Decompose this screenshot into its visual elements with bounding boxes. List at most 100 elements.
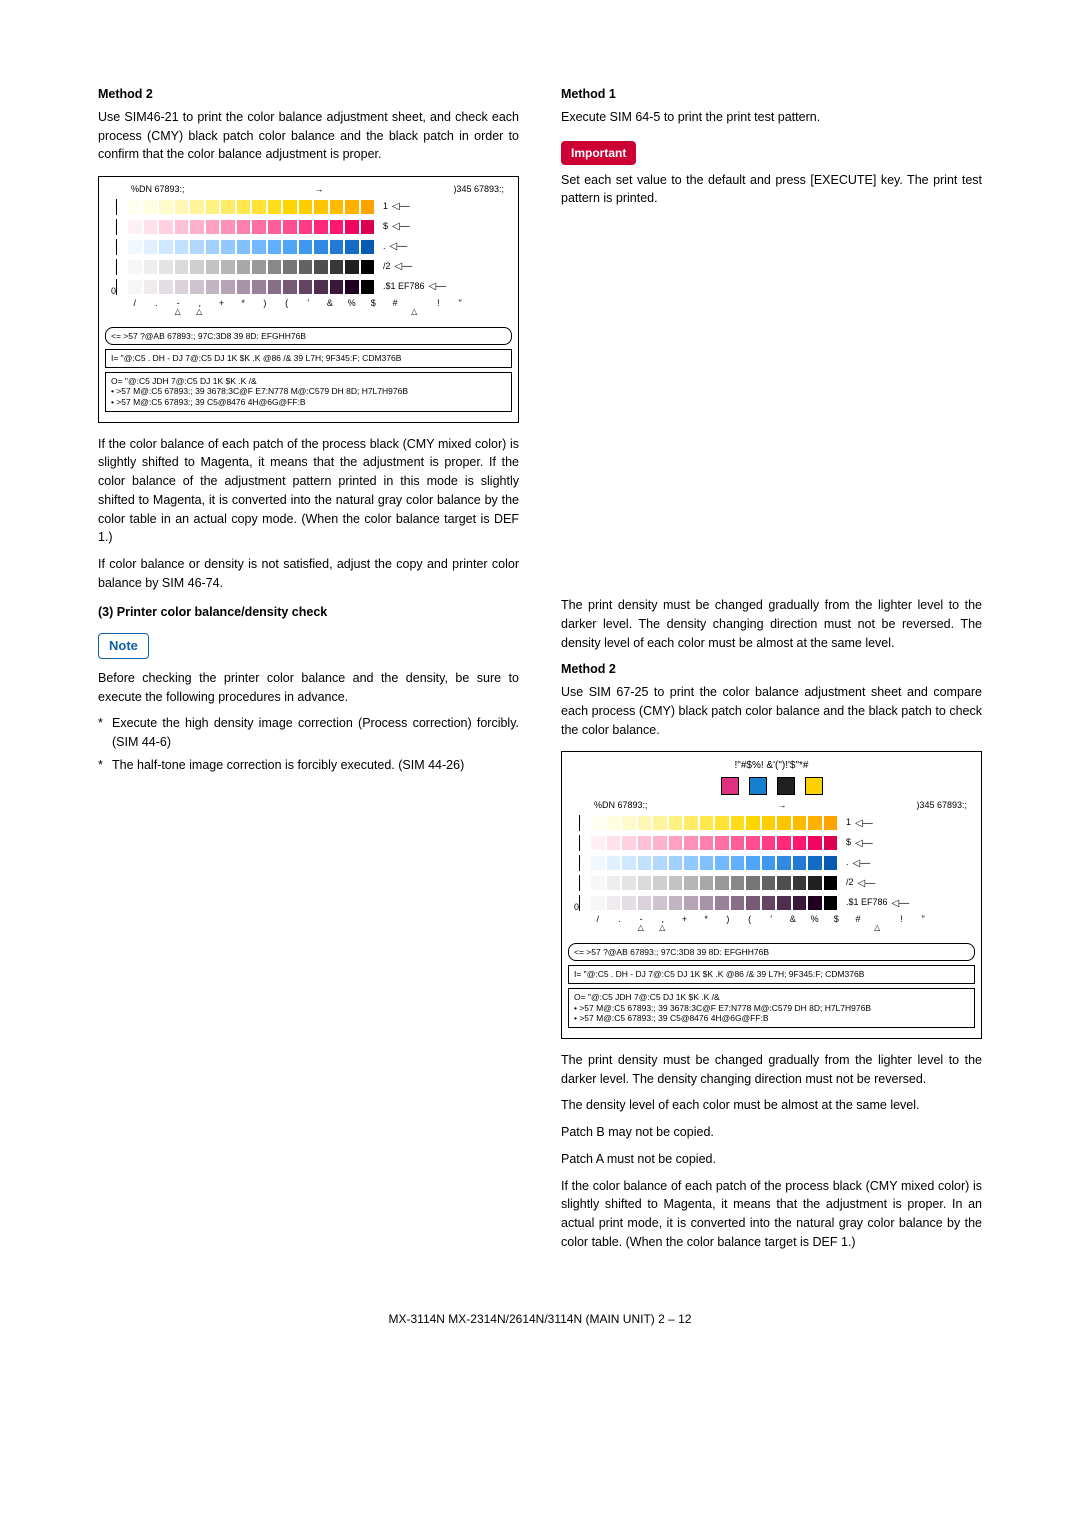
swatch bbox=[668, 815, 684, 831]
swatch bbox=[776, 855, 792, 871]
swatch bbox=[220, 239, 236, 255]
swatch bbox=[590, 815, 606, 831]
swatch bbox=[699, 895, 715, 911]
swatch bbox=[127, 279, 143, 295]
swatch bbox=[344, 259, 360, 275]
swatch bbox=[621, 815, 637, 831]
swatch bbox=[236, 279, 252, 295]
swatch bbox=[807, 835, 823, 851]
chart1-legend-box2-l2: • >57 M@:C5 67893:; 39 3678:3C@F E7:N778… bbox=[111, 386, 506, 397]
chart2-frame: !"#$%! &'(")!'$"*# %DN 67893:; → )345 67… bbox=[561, 751, 982, 1039]
swatch bbox=[251, 259, 267, 275]
left-density-para: If color balance or density is not satis… bbox=[98, 555, 519, 593]
samelevel-para: The density level of each color must be … bbox=[561, 1096, 982, 1115]
swatch bbox=[344, 199, 360, 215]
density2-para: The print density must be changed gradua… bbox=[561, 1051, 982, 1089]
bullet-item: Execute the high density image correctio… bbox=[98, 714, 519, 752]
chart2-legends: <= >57 ?@AB 67893:; 97C:3D8 39 8D: EFGHH… bbox=[568, 943, 975, 1028]
swatch bbox=[174, 239, 190, 255]
chart1-legend-box2-l3: • >57 M@:C5 67893:; 39 C5@8476 4H@6G@FF:… bbox=[111, 397, 506, 408]
swatch bbox=[745, 815, 761, 831]
swatch bbox=[127, 219, 143, 235]
chart2-legend-box2-l2: • >57 M@:C5 67893:; 39 3678:3C@F E7:N778… bbox=[574, 1003, 969, 1014]
swatch bbox=[298, 239, 314, 255]
swatch bbox=[745, 875, 761, 891]
swatch bbox=[174, 219, 190, 235]
swatch bbox=[360, 199, 376, 215]
color-row: 1◁— bbox=[568, 815, 975, 831]
swatch bbox=[267, 259, 283, 275]
color-row: $◁— bbox=[105, 219, 512, 235]
swatch bbox=[174, 259, 190, 275]
swatch bbox=[621, 875, 637, 891]
swatch bbox=[205, 259, 221, 275]
swatch bbox=[205, 279, 221, 295]
chart1-legend-box2-l1: O= "@:C5 JDH 7@:C5 DJ 1K $K .K /& bbox=[111, 376, 506, 387]
swatch bbox=[251, 219, 267, 235]
swatch bbox=[251, 199, 267, 215]
swatch bbox=[668, 895, 684, 911]
swatch bbox=[143, 239, 159, 255]
swatch bbox=[236, 199, 252, 215]
swatch bbox=[267, 199, 283, 215]
right-method1-para: Execute SIM 64-5 to print the print test… bbox=[561, 108, 982, 127]
left-method2-para: Use SIM46-21 to print the color balance … bbox=[98, 108, 519, 164]
swatch bbox=[699, 855, 715, 871]
swatch bbox=[606, 855, 622, 871]
swatch bbox=[683, 895, 699, 911]
chart2-legend-round: <= >57 ?@AB 67893:; 97C:3D8 39 8D: EFGHH… bbox=[568, 943, 975, 962]
swatch bbox=[823, 855, 839, 871]
big-patch bbox=[777, 777, 795, 795]
bullet-item: The half-tone image correction is forcib… bbox=[98, 756, 519, 775]
swatch bbox=[267, 279, 283, 295]
swatch bbox=[344, 219, 360, 235]
color-row: .◁— bbox=[105, 239, 512, 255]
swatch bbox=[590, 835, 606, 851]
left-balance-para: If the color balance of each patch of th… bbox=[98, 435, 519, 548]
swatch bbox=[282, 259, 298, 275]
swatch bbox=[220, 219, 236, 235]
swatch bbox=[344, 279, 360, 295]
page-footer: MX-3114N MX-2314N/2614N/3114N (MAIN UNIT… bbox=[98, 1310, 982, 1328]
swatch bbox=[714, 815, 730, 831]
chart2-top-labels: %DN 67893:; → )345 67893:; bbox=[568, 801, 975, 811]
chart1-legend-box2: O= "@:C5 JDH 7@:C5 DJ 1K $K .K /& • >57 … bbox=[105, 372, 512, 412]
swatch bbox=[143, 219, 159, 235]
swatch bbox=[189, 239, 205, 255]
patchb-para: Patch B may not be copied. bbox=[561, 1123, 982, 1142]
swatch bbox=[776, 875, 792, 891]
swatch bbox=[127, 199, 143, 215]
swatch bbox=[730, 815, 746, 831]
chart1-legend-box: I= "@:C5 . DH - DJ 7@:C5 DJ 1K $K .K @86… bbox=[105, 349, 512, 368]
chart2-zero: 0 bbox=[574, 903, 579, 913]
swatch bbox=[127, 239, 143, 255]
chart1-legend-round: <= >57 ?@AB 67893:; 97C:3D8 39 8D: EFGHH… bbox=[105, 327, 512, 346]
swatch bbox=[313, 199, 329, 215]
bullet-list: Execute the high density image correctio… bbox=[98, 714, 519, 774]
swatch bbox=[637, 855, 653, 871]
swatch bbox=[360, 259, 376, 275]
swatch bbox=[714, 875, 730, 891]
swatch bbox=[590, 895, 606, 911]
swatch bbox=[761, 855, 777, 871]
swatch bbox=[730, 875, 746, 891]
swatch bbox=[313, 279, 329, 295]
swatch bbox=[236, 219, 252, 235]
swatch bbox=[329, 259, 345, 275]
swatch bbox=[606, 895, 622, 911]
right-method2-para: Use SIM 67-25 to print the color balance… bbox=[561, 683, 982, 739]
swatch bbox=[730, 855, 746, 871]
swatch bbox=[807, 895, 823, 911]
swatch bbox=[127, 259, 143, 275]
swatch bbox=[776, 835, 792, 851]
swatch bbox=[298, 259, 314, 275]
color-row: /2◁— bbox=[105, 259, 512, 275]
swatch bbox=[668, 855, 684, 871]
swatch bbox=[683, 835, 699, 851]
color-row: .◁— bbox=[568, 855, 975, 871]
swatch bbox=[730, 895, 746, 911]
swatch bbox=[637, 895, 653, 911]
swatch bbox=[329, 219, 345, 235]
swatch bbox=[267, 239, 283, 255]
swatch bbox=[745, 855, 761, 871]
